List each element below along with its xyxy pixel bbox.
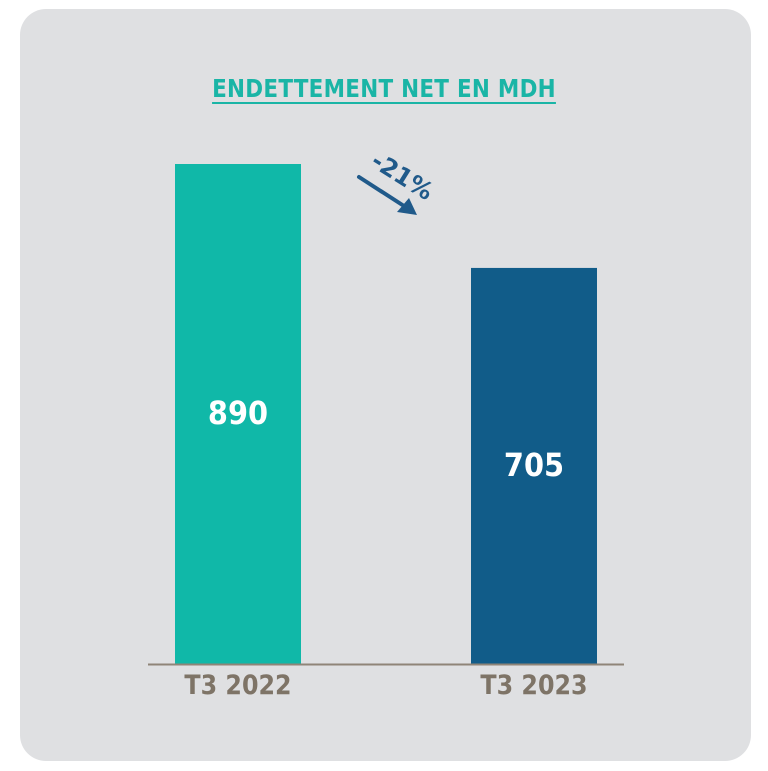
bar-t3-2022 bbox=[175, 164, 301, 664]
data-label-t3-2023: 705 bbox=[503, 445, 565, 484]
bar-t3-2023 bbox=[471, 267, 597, 664]
change-annotation: -21% bbox=[366, 146, 438, 205]
category-label-t3-2022: T3 2022 bbox=[184, 670, 292, 701]
down-arrow-icon bbox=[357, 175, 417, 215]
chart-card bbox=[20, 9, 751, 761]
chart-title: ENDETTEMENT NET EN MDH bbox=[212, 74, 556, 103]
category-label-t3-2023: T3 2023 bbox=[480, 670, 588, 701]
data-label-t3-2022: 890 bbox=[207, 394, 269, 432]
